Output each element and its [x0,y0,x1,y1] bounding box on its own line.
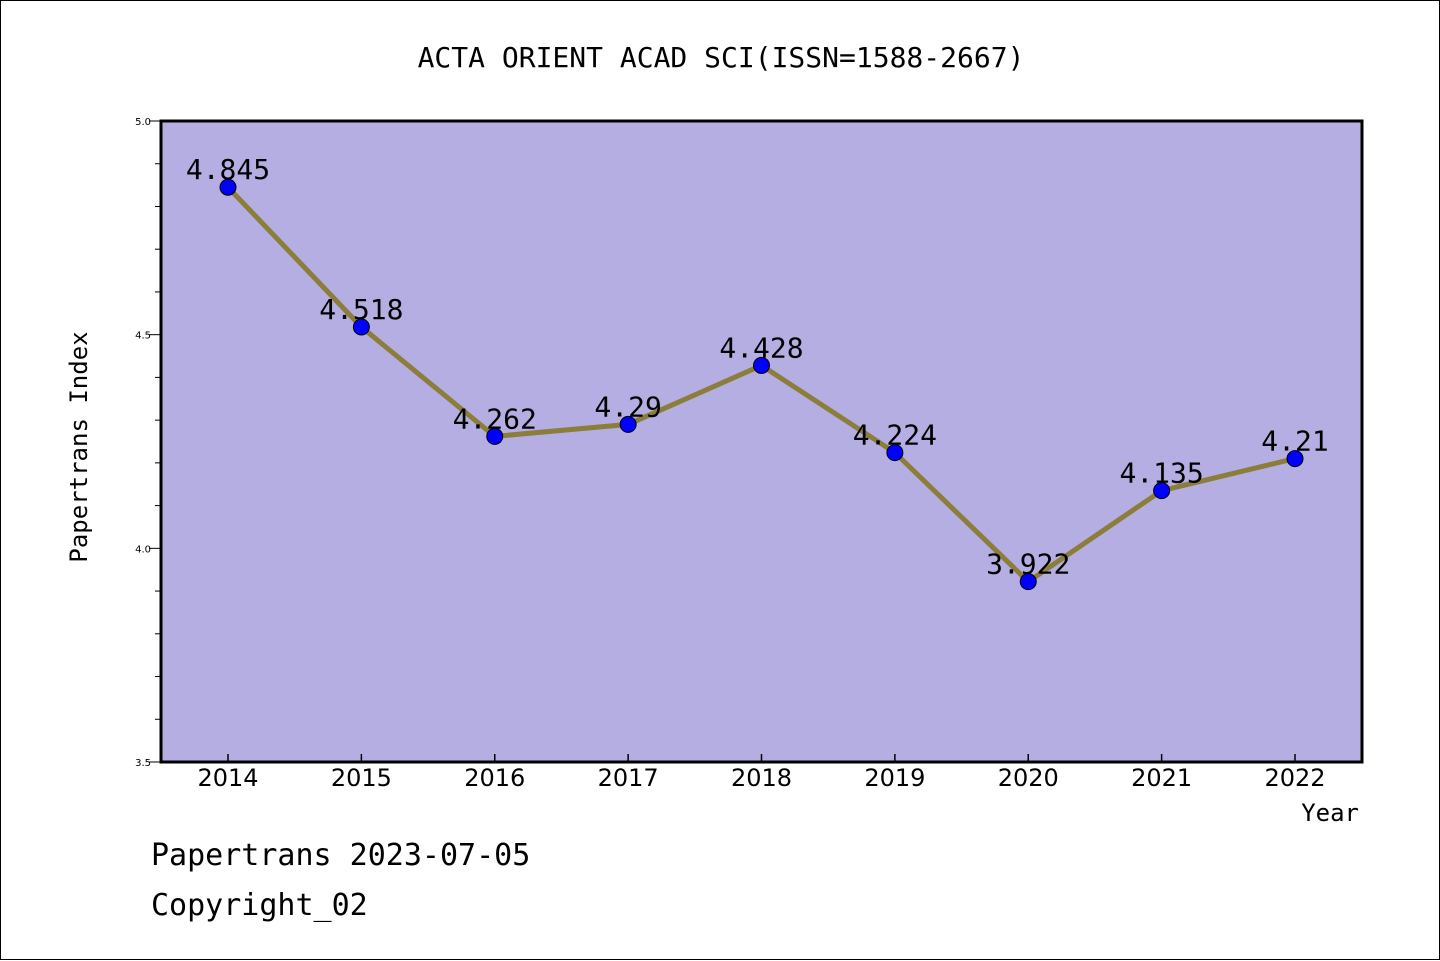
x-axis-label: Year [1301,799,1359,827]
x-axis: 2014 2015 2016 2017 2018 2019 2020 2021 2022 [197,754,1326,792]
x-tick-label: 2015 [331,764,392,792]
data-point [886,444,904,462]
data-markers [219,178,1304,591]
x-tick-label: 2014 [197,764,258,792]
data-label: 4.428 [719,331,803,364]
x-tick-label: 2020 [998,764,1059,792]
data-point [219,178,237,196]
y-tick-label: 3.5 [135,758,151,769]
data-label: 4.262 [453,402,537,435]
y-tick-label: 5.0 [135,117,151,128]
data-point [753,356,770,374]
plot-area [159,119,1364,764]
data-label: 3.922 [986,548,1070,581]
data-labels: 4.845 4.518 4.262 4.29 4.428 4.224 3.922 4.135 4… [186,153,1329,580]
y-axis-label: Papertrans Index [65,331,93,562]
footer-copyright: Copyright_02 [151,888,368,923]
data-label: 4.845 [186,153,270,186]
x-tick-label: 2019 [864,764,925,792]
y-axis: 3.5 4.0 4.5 5.0 [135,117,161,769]
data-label: 4.518 [319,293,403,326]
x-tick-label: 2016 [464,764,525,792]
x-tick-label: 2018 [731,764,792,792]
chart-title: ACTA ORIENT ACAD SCI(ISSN=1588-2667) [418,41,1025,74]
data-point [1153,482,1171,500]
data-label: 4.224 [853,419,937,452]
x-tick-label: 2022 [1264,764,1325,792]
y-tick-label: 4.0 [135,544,151,555]
y-tick-label: 4.5 [135,331,151,342]
data-point [486,427,504,445]
data-point [352,318,370,336]
footer-date: Papertrans 2023-07-05 [151,838,530,873]
x-tick-label: 2021 [1131,764,1192,792]
data-point [619,415,637,433]
data-point [1286,450,1304,468]
data-label: 4.21 [1261,425,1328,458]
data-point [1019,573,1037,591]
x-tick-label: 2017 [598,764,659,792]
data-label: 4.135 [1119,457,1203,490]
data-label: 4.29 [594,390,661,423]
